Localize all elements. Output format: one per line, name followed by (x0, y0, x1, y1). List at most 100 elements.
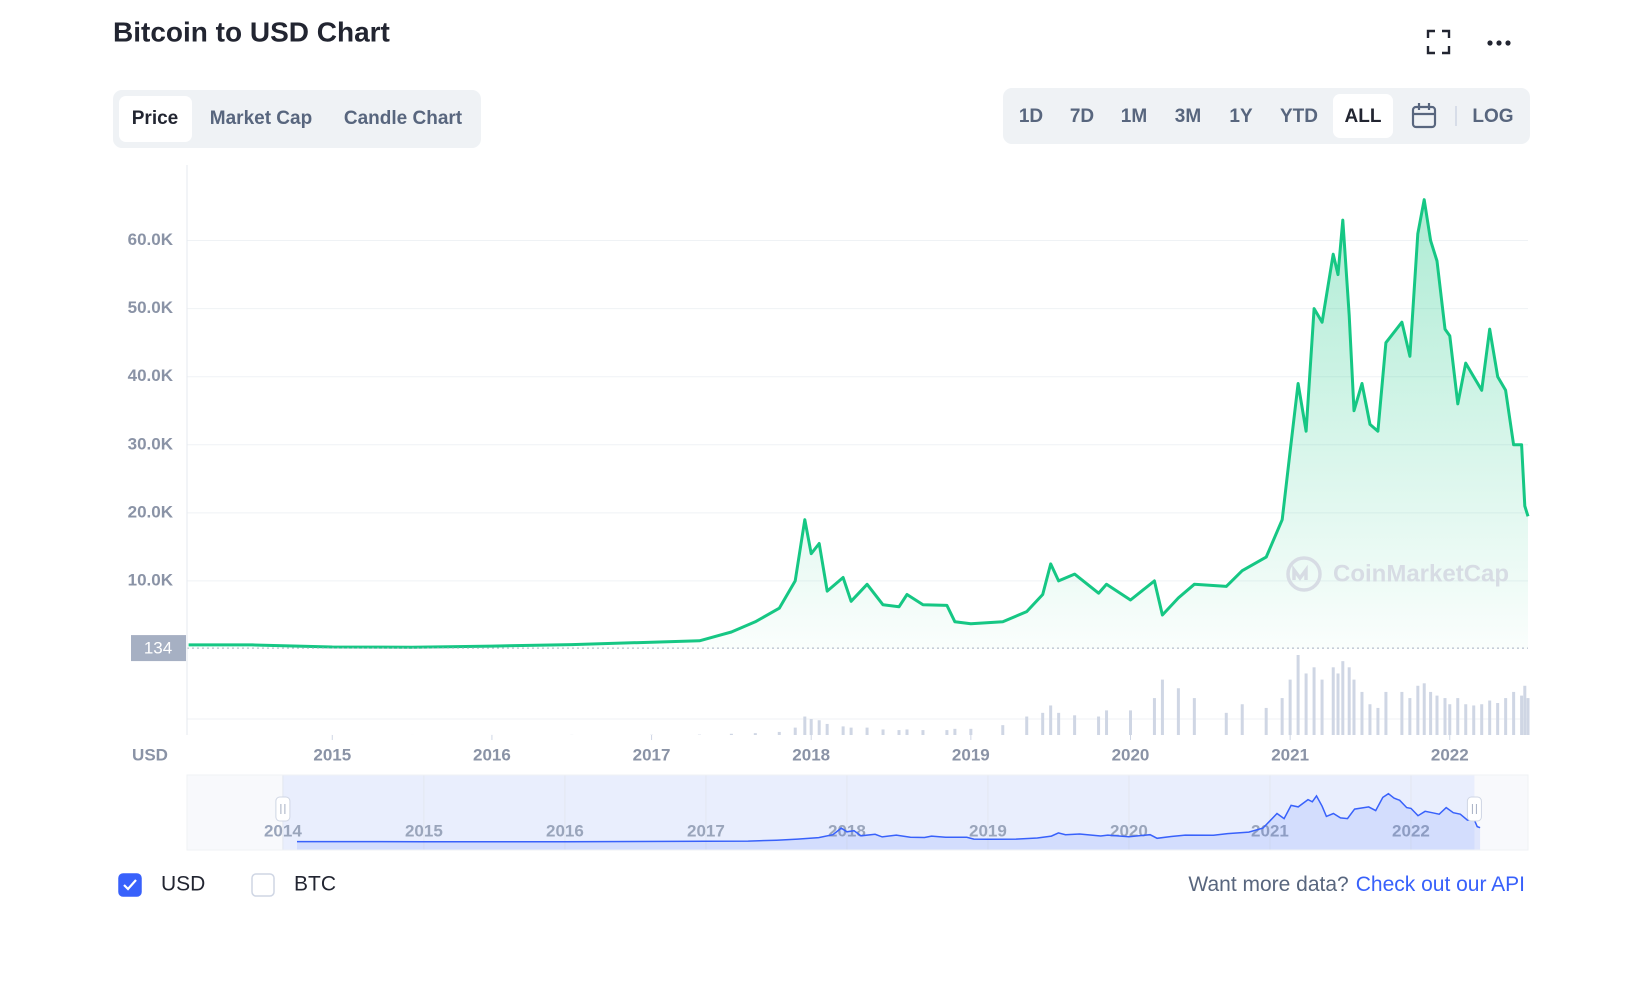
tab[interactable]: Market Cap (210, 108, 312, 129)
navigator-handle[interactable] (275, 796, 291, 822)
x-tick-label: 2019 (952, 745, 990, 764)
navigator-tick-label: 2014 (264, 821, 302, 840)
volume-bar (817, 720, 821, 735)
y-axis-label: USD (132, 745, 168, 764)
volume-bar (777, 731, 781, 735)
chart-title: Bitcoin to USD Chart (113, 16, 390, 47)
api-link[interactable]: Check out our API (1356, 873, 1525, 896)
handle-grip (1471, 804, 1477, 814)
y-tick-label: 10.0K (128, 570, 174, 589)
volume-bar (809, 719, 813, 735)
volume-bar (1488, 700, 1492, 735)
calendar-icon[interactable] (1411, 103, 1437, 129)
range-button[interactable]: 1D (1019, 106, 1043, 127)
volume-bar (1347, 667, 1351, 735)
volume-bar (1073, 715, 1077, 735)
navigator-tick-label: 2022 (1392, 821, 1430, 840)
volume-bar (1464, 704, 1468, 735)
checkbox-label[interactable]: BTC (294, 873, 336, 896)
volume-bar (1224, 712, 1228, 735)
volume-bar (1280, 698, 1284, 735)
volume-bar (905, 729, 909, 735)
volume-bar (1128, 710, 1132, 735)
volume-bar (1192, 698, 1196, 735)
tab[interactable]: Price (132, 108, 178, 129)
price-line (188, 198, 1530, 649)
volume-bar (1041, 712, 1045, 735)
navigator-line (297, 792, 1481, 843)
navigator-tick-label: 2021 (1251, 821, 1289, 840)
volume-bar (1448, 704, 1452, 735)
volume-bar (841, 726, 845, 735)
volume-bar (1526, 698, 1530, 735)
reference-badge (131, 635, 186, 662)
range-button[interactable]: ALL (1345, 106, 1382, 127)
checkbox-label[interactable]: USD (161, 873, 205, 896)
fullscreen-icon[interactable] (1426, 29, 1451, 55)
volume-bar (1512, 691, 1516, 735)
volume-bar (1152, 698, 1156, 735)
volume-bar (1400, 691, 1404, 735)
volume-bar (1176, 688, 1180, 735)
navigator-tick-label: 2017 (687, 821, 725, 840)
volume-bar (753, 733, 757, 735)
volume-bar (1352, 679, 1356, 735)
volume-bar (1296, 655, 1300, 735)
volume-bar (1160, 679, 1164, 735)
range-button[interactable]: YTD (1280, 106, 1318, 127)
volume-bar (729, 733, 733, 735)
volume-bar (1384, 691, 1388, 735)
navigator-border (186, 774, 1529, 851)
checkmark (123, 879, 137, 891)
range-button[interactable]: 1M (1121, 106, 1147, 127)
volume-bar (825, 723, 829, 735)
navigator-tick-label: 2015 (405, 821, 443, 840)
volume-bar (1304, 673, 1308, 735)
y-tick-label: 40.0K (128, 366, 174, 385)
volume-bar (1443, 698, 1447, 735)
prompt-text: Want more data? (1188, 873, 1348, 896)
y-tick-label: 50.0K (128, 298, 174, 317)
volume-bar (1001, 725, 1005, 735)
checkbox[interactable] (118, 873, 142, 897)
range-button[interactable]: 3M (1175, 106, 1201, 127)
volume-bar (1422, 683, 1426, 735)
volume-bar (1049, 705, 1053, 735)
volume-bar (1097, 716, 1101, 735)
navigator-handle[interactable] (1466, 796, 1482, 822)
plot: 10.0K 20.0K 30.0K 40.0K 50.0K 60.0K 2015 2016 20… (128, 198, 1530, 764)
volume-bar (945, 730, 949, 735)
log-button[interactable]: LOG (1472, 106, 1513, 127)
handle-grip (280, 804, 286, 814)
volume-bar (1523, 685, 1527, 735)
checkbox[interactable] (251, 873, 275, 897)
y-tick-label: 30.0K (128, 434, 174, 453)
volume-bar (969, 728, 973, 735)
range-button[interactable]: 7D (1070, 106, 1094, 127)
volume-bar (881, 729, 885, 735)
tab[interactable]: Candle Chart (344, 108, 463, 129)
volume-bar (1336, 673, 1340, 735)
x-tick-label: 2016 (473, 745, 511, 764)
volume-bar (803, 716, 807, 735)
navigator[interactable]: 2014 2015 2016 2017 2018 2019 2020 2021 2022 (186, 774, 1529, 851)
active-range (1333, 94, 1393, 138)
volume-bar (1429, 691, 1433, 735)
watermark-logo (1286, 556, 1322, 592)
volume-bar (1435, 695, 1439, 735)
tab-group (113, 90, 481, 148)
active-tab (119, 96, 192, 142)
navigator-selection (282, 775, 1475, 850)
volume-bar (1341, 661, 1345, 735)
navigator-tick-label: 2019 (969, 821, 1007, 840)
volume-bar (1025, 716, 1029, 735)
volume-bar (1416, 685, 1420, 735)
volume-bar (1264, 707, 1268, 735)
volume-bar (1312, 667, 1316, 735)
volume-bar (793, 727, 797, 735)
more-icon[interactable] (1487, 40, 1511, 46)
x-tick-label: 2018 (792, 745, 830, 764)
range-button[interactable]: 1Y (1229, 106, 1253, 127)
volume-bar (865, 727, 869, 735)
